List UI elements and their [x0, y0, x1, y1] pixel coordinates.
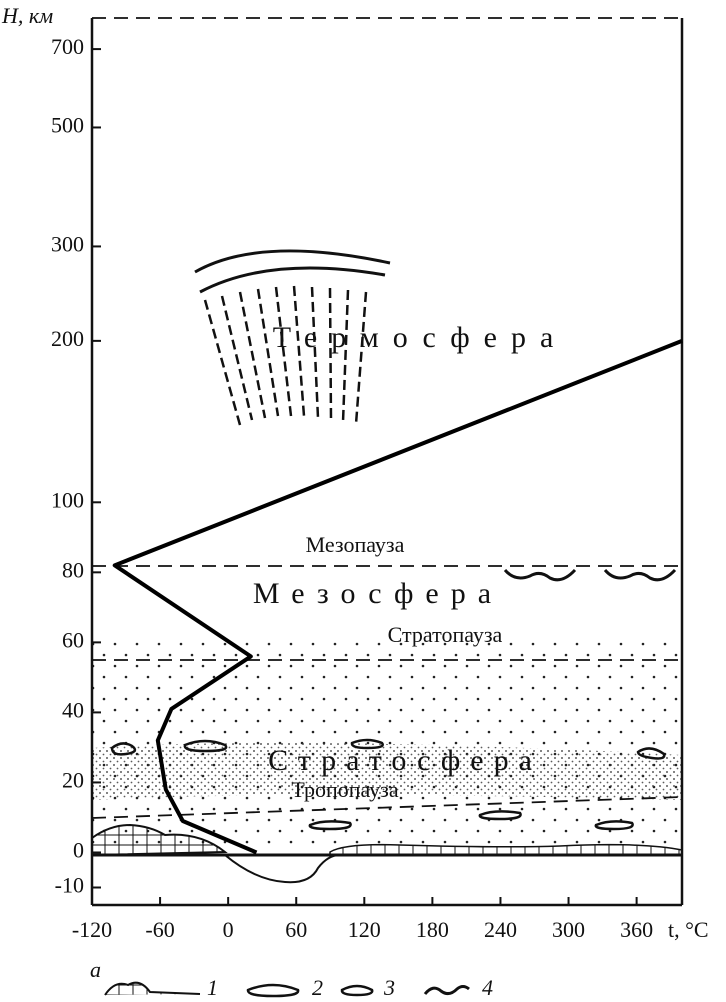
land — [91, 823, 228, 857]
legend-icon — [423, 985, 470, 996]
x-tick-label: 360 — [620, 917, 653, 942]
x-tick-label: 0 — [223, 917, 234, 942]
legend-icon — [104, 981, 201, 996]
annotation: Мезопауза — [306, 532, 405, 557]
ocean-depression — [224, 854, 341, 884]
legend-label: 3 — [383, 975, 395, 1000]
x-tick-label: 60 — [285, 917, 307, 942]
y-tick-label: 80 — [62, 557, 84, 582]
land — [329, 843, 683, 856]
ozone-band — [92, 742, 682, 800]
x-axis-label: t, °C — [668, 917, 709, 942]
y-tick-label: 60 — [62, 627, 84, 652]
legend-icon — [246, 983, 300, 998]
legend-label: а — [90, 957, 101, 982]
y-tick-label: 500 — [51, 113, 84, 138]
y-tick-label: 700 — [51, 34, 84, 59]
y-axis-label: H, км — [1, 3, 53, 28]
aurora — [194, 249, 391, 294]
x-tick-label: 180 — [416, 917, 449, 942]
level-lines — [91, 17, 683, 819]
temperature-line — [112, 339, 683, 855]
y-tick-label: 40 — [62, 697, 84, 722]
x-tick-label: -120 — [72, 917, 112, 942]
y-tick-label: 0 — [73, 838, 84, 863]
y-tick-label: -10 — [55, 873, 84, 898]
legend: а 1 2 3 4 — [90, 957, 493, 1000]
x-tick-label: 300 — [552, 917, 585, 942]
y-tick-label: 200 — [51, 326, 84, 351]
x-tick-label: -60 — [145, 917, 174, 942]
y-tick-label: 300 — [51, 231, 84, 256]
frame — [90, 18, 684, 907]
annotation: Стратосфера — [268, 744, 542, 777]
annotation: Стратопауза — [388, 622, 503, 647]
annotation: Термосфера — [273, 321, 568, 354]
annotation: Мезосфера — [253, 577, 503, 610]
y-tick-label: 100 — [51, 487, 84, 512]
legend-label: 1 — [207, 975, 218, 1000]
clouds — [110, 568, 677, 831]
aurora-rays — [203, 285, 368, 426]
x-tick-label: 240 — [484, 917, 517, 942]
legend-icon — [340, 984, 374, 997]
y-tick-label: 20 — [62, 767, 84, 792]
x-tick-label: 120 — [348, 917, 381, 942]
legend-label: 2 — [312, 975, 323, 1000]
legend-label: 4 — [482, 975, 493, 1000]
annotation: Тропопауза — [291, 777, 398, 802]
